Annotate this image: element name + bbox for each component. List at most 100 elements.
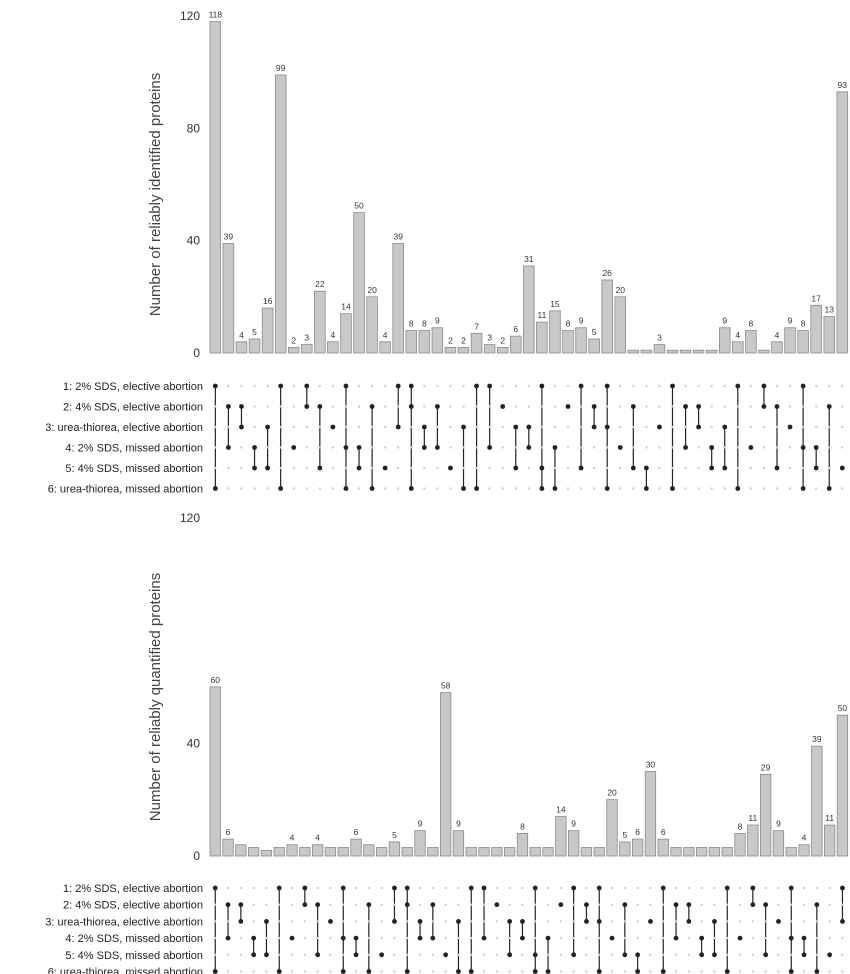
matrix-dot-filled (787, 424, 793, 430)
matrix-dot-empty (253, 405, 256, 408)
matrix-dot-filled (225, 935, 231, 941)
matrix-dot-filled (212, 486, 218, 491)
matrix-dot-empty (662, 903, 665, 906)
matrix-dot-empty (431, 920, 435, 923)
matrix-dot-empty (632, 384, 635, 388)
matrix-dot-empty (687, 953, 691, 956)
bar (823, 316, 835, 354)
matrix-dot-filled (800, 486, 806, 491)
matrix-dot-filled (591, 404, 597, 409)
matrix-dot-empty (814, 405, 818, 408)
bar (510, 335, 522, 354)
matrix-dot-empty (265, 970, 268, 973)
matrix-dot-empty (540, 446, 544, 449)
upset-panel-1: 0 40 80 120 Number of reliably identified pr… (45, 9, 849, 496)
matrix-dot-filled (417, 919, 423, 924)
matrix-dot-empty (367, 886, 371, 890)
matrix-dot-empty (841, 936, 844, 940)
bar-value-label: 8 (520, 821, 525, 831)
matrix-dot-filled (500, 404, 506, 409)
matrix-dot-filled (252, 465, 257, 471)
matrix-dot-filled (278, 383, 284, 389)
matrix-dot-empty (841, 405, 844, 408)
matrix-dot-empty (762, 487, 766, 490)
matrix-dot-empty (305, 487, 308, 490)
bar (247, 847, 260, 857)
matrix-dot-empty (736, 466, 740, 470)
set-label: 4: 2% SDS, missed abortion (65, 933, 203, 945)
matrix-dot-empty (431, 886, 435, 890)
matrix-dot-empty (636, 920, 639, 923)
bar (388, 841, 401, 857)
matrix-dot-empty (305, 466, 308, 470)
matrix-dot-filled (552, 445, 558, 450)
matrix-dot-empty (240, 466, 243, 470)
bar-value-label: 58 (441, 681, 451, 691)
matrix-dot-filled (670, 383, 675, 389)
matrix-dot-empty (278, 936, 281, 940)
bar-value-label: 118 (209, 10, 223, 20)
matrix-dot-empty (828, 384, 831, 388)
matrix-dot-filled (382, 465, 388, 471)
matrix-dot-filled (291, 445, 297, 450)
matrix-dot-empty (710, 384, 713, 388)
matrix-dot-filled (369, 486, 375, 491)
bar (363, 844, 375, 857)
matrix-dot-empty (214, 446, 217, 449)
matrix-dot-filled (448, 465, 453, 471)
matrix-dot-empty (342, 903, 345, 906)
matrix-dot-empty (632, 425, 635, 429)
matrix-dot-empty (344, 405, 348, 408)
bar-value-label: 9 (571, 819, 576, 829)
bar-value-label: 17 (811, 293, 821, 303)
bar-value-label: 20 (367, 285, 377, 295)
matrix-dot-filled (545, 935, 551, 941)
bar (692, 349, 705, 354)
bar-value-label: 2 (448, 335, 453, 345)
bar-value-label: 11 (748, 813, 757, 823)
bar-value-label: 39 (812, 734, 822, 744)
bar (439, 692, 452, 857)
matrix-dot-empty (354, 970, 358, 973)
bar-value-label: 5 (392, 830, 397, 840)
set-label: 3: urea-thiorea, elective abortion (45, 916, 203, 928)
matrix-dot-empty (534, 936, 537, 940)
matrix-dot-empty (684, 466, 687, 470)
matrix-dot-empty (598, 903, 601, 906)
matrix-dot-filled (813, 465, 819, 471)
matrix-dot-filled (315, 902, 321, 908)
matrix-dot-filled (763, 952, 769, 958)
matrix-dot-empty (700, 886, 703, 890)
matrix-dot-empty (713, 970, 716, 973)
matrix-dot-filled (289, 935, 295, 941)
matrix-dot-empty (227, 466, 230, 470)
matrix-dot-empty (738, 970, 742, 973)
matrix-dot-empty (457, 886, 460, 890)
bar (679, 349, 692, 354)
bar-value-label: 4 (735, 330, 740, 340)
matrix-dot-empty (393, 936, 396, 940)
matrix-dot-empty (649, 970, 652, 973)
bar-value-label: 9 (435, 316, 440, 326)
matrix-dot-empty (802, 920, 806, 923)
bar (549, 310, 561, 354)
matrix-dot-filled (683, 445, 688, 450)
matrix-dot-filled (673, 935, 679, 941)
matrix-dot-empty (801, 425, 805, 429)
matrix-dot-empty (397, 405, 400, 408)
matrix-dot-empty (841, 425, 844, 429)
matrix-dot-filled (343, 445, 349, 450)
matrix-dot-filled (481, 885, 487, 891)
matrix-dot-empty (214, 425, 217, 429)
matrix-dot-filled (340, 935, 346, 941)
matrix-dot-empty (239, 886, 243, 890)
matrix-dot-empty (357, 384, 361, 388)
matrix-dot-empty (470, 953, 473, 956)
bar-value-label: 50 (354, 201, 364, 211)
matrix-dot-empty (279, 405, 282, 408)
matrix-dot-empty (775, 384, 779, 388)
matrix-dot-filled (434, 404, 440, 409)
bar (601, 279, 613, 354)
matrix-dot-empty (777, 936, 780, 940)
